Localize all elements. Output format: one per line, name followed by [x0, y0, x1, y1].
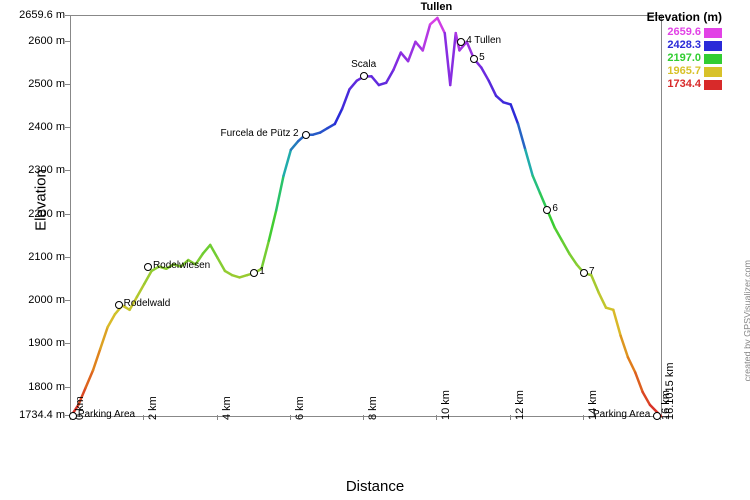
- legend-value: 2428.3: [667, 39, 701, 52]
- x-tick-label: 10 km: [440, 390, 452, 420]
- y-tick-label: 1734.4 m: [19, 409, 65, 421]
- legend-swatch: [704, 41, 722, 51]
- legend-value: 1965.7: [667, 65, 701, 78]
- y-tick-mark: [65, 343, 70, 344]
- legend-value: 2659.6: [667, 26, 701, 39]
- peak-title: Tullen: [421, 1, 453, 13]
- x-tick-mark: [363, 415, 364, 420]
- y-tick-label: 2100 m: [28, 251, 65, 263]
- y-tick-label: 2400 m: [28, 121, 65, 133]
- y-tick-mark: [65, 170, 70, 171]
- legend-item: 2659.6: [647, 26, 722, 39]
- waypoint-label: Parking Area: [78, 409, 135, 420]
- y-tick-mark: [65, 300, 70, 301]
- credit-text: created by GPSVisualizer.com: [742, 260, 750, 381]
- waypoint-label: 2: [293, 128, 299, 139]
- waypoint-marker: [144, 263, 152, 271]
- x-tick-label: 4 km: [221, 396, 233, 420]
- x-tick-mark: [510, 415, 511, 420]
- legend: Elevation (m) 2659.62428.32197.01965.717…: [647, 10, 722, 91]
- y-tick-label: 1800 m: [28, 381, 65, 393]
- x-tick-label: 16.1015 km: [664, 363, 676, 420]
- y-tick-label: 2600 m: [28, 35, 65, 47]
- x-tick-mark: [143, 415, 144, 420]
- x-tick-mark: [290, 415, 291, 420]
- y-tick-mark: [65, 214, 70, 215]
- waypoint-label: 6: [552, 203, 558, 214]
- y-tick-mark: [65, 41, 70, 42]
- y-axis-label: Elevation: [32, 169, 49, 231]
- waypoint-label: Parking Area: [593, 409, 650, 420]
- waypoint-label2: Tullen: [474, 35, 501, 46]
- waypoint-marker: [457, 38, 465, 46]
- legend-swatch: [704, 80, 722, 90]
- x-tick-mark: [436, 415, 437, 420]
- y-tick-mark: [65, 127, 70, 128]
- y-tick-mark: [65, 387, 70, 388]
- waypoint-label: 5: [479, 52, 485, 63]
- legend-title: Elevation (m): [647, 10, 722, 24]
- legend-item: 2428.3: [647, 39, 722, 52]
- x-tick-label: 6 km: [294, 396, 306, 420]
- x-tick-mark: [583, 415, 584, 420]
- y-tick-mark: [65, 84, 70, 85]
- waypoint-marker: [580, 269, 588, 277]
- y-tick-label: 1900 m: [28, 337, 65, 349]
- waypoint-marker: [69, 412, 77, 420]
- y-tick-mark: [65, 15, 70, 16]
- legend-swatch: [704, 67, 722, 77]
- legend-item: 2197.0: [647, 52, 722, 65]
- y-tick-label: 2659.6 m: [19, 9, 65, 21]
- x-tick-label: 12 km: [514, 390, 526, 420]
- x-axis-label: Distance: [346, 478, 404, 495]
- chart-container: 1734.4 m1800 m1900 m2000 m2100 m2200 m23…: [0, 0, 750, 500]
- waypoint-label: 7: [589, 266, 595, 277]
- waypoint-label: Rodelwald: [124, 298, 171, 309]
- x-tick-mark: [217, 415, 218, 420]
- chart-area: 1734.4 m1800 m1900 m2000 m2100 m2200 m23…: [70, 15, 660, 415]
- y-tick-label: 2500 m: [28, 78, 65, 90]
- legend-swatch: [704, 28, 722, 38]
- waypoint-label: 4: [466, 35, 472, 46]
- legend-item: 1965.7: [647, 65, 722, 78]
- waypoint-label: 1: [259, 266, 265, 277]
- legend-value: 1734.4: [667, 78, 701, 91]
- legend-swatch: [704, 54, 722, 64]
- waypoint-marker: [302, 131, 310, 139]
- legend-value: 2197.0: [667, 52, 701, 65]
- x-tick-label: 2 km: [147, 396, 159, 420]
- x-tick-label: 8 km: [367, 396, 379, 420]
- waypoint-label: Scala: [351, 59, 376, 70]
- waypoint-label: Rodelwiesen: [153, 260, 210, 271]
- y-tick-label: 2000 m: [28, 294, 65, 306]
- y-tick-mark: [65, 257, 70, 258]
- legend-item: 1734.4: [647, 78, 722, 91]
- waypoint-label2: Furcela de Pütz: [220, 128, 290, 139]
